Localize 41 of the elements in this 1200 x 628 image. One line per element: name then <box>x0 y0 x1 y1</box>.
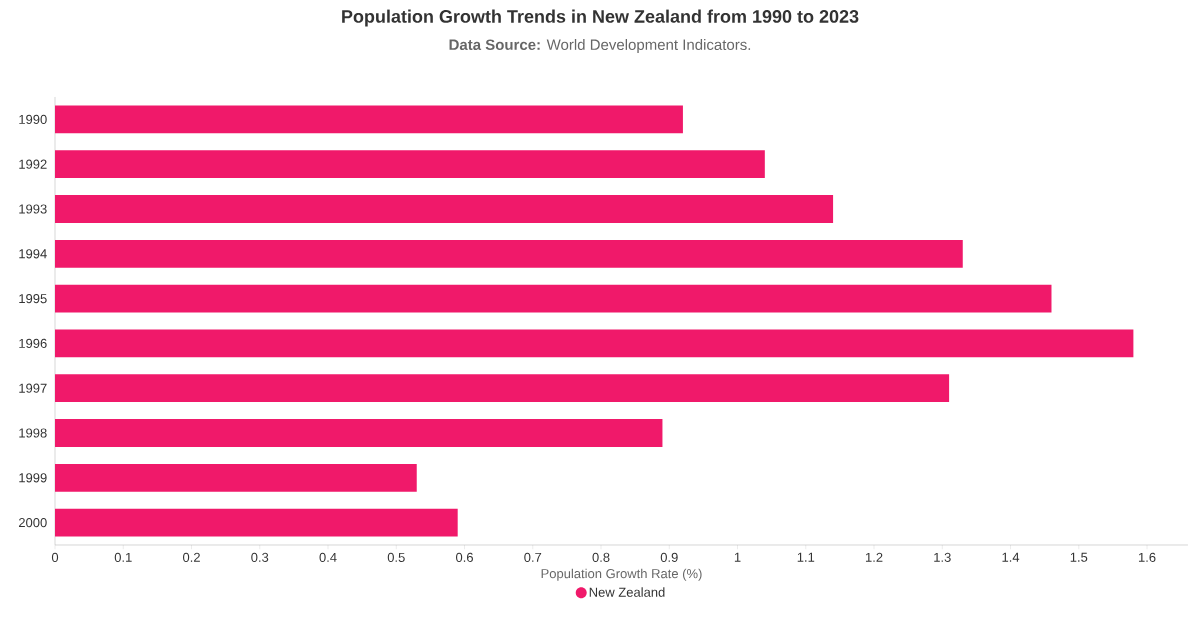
x-tick-label: 0.8 <box>592 552 610 562</box>
x-tick-label: 0.2 <box>182 552 200 562</box>
bar <box>55 195 834 223</box>
y-tick-label: 1992 <box>19 159 47 169</box>
bar <box>55 329 1134 358</box>
x-tick-label: 0.4 <box>319 552 337 562</box>
bar <box>55 284 1052 313</box>
x-tick-label: 0.9 <box>660 552 678 562</box>
x-tick-label: 0.5 <box>387 552 405 562</box>
y-tick-label: 1998 <box>19 428 47 438</box>
x-tick-label: 1.4 <box>1002 552 1020 562</box>
y-tick-label: 2000 <box>18 517 47 528</box>
bar <box>55 463 417 492</box>
x-tick-label: 0.6 <box>456 552 473 562</box>
y-tick-label: 1993 <box>19 204 47 214</box>
x-tick-label: 0.7 <box>524 552 542 562</box>
x-axis-title: Population Growth Rate (%) <box>541 568 702 581</box>
legend-label: New Zealand <box>589 587 665 597</box>
x-tick-label: 1.2 <box>865 552 883 562</box>
bar <box>55 419 663 447</box>
y-tick-label: 1994 <box>19 249 47 259</box>
y-tick-label: 1999 <box>19 473 47 483</box>
x-tick-label: 1.5 <box>1070 552 1088 562</box>
bar <box>55 508 458 537</box>
x-tick-label: 1.1 <box>797 552 815 562</box>
x-tick-label: 1.3 <box>934 552 951 562</box>
x-tick-label: 0.3 <box>251 552 269 562</box>
bar <box>55 150 765 179</box>
bar <box>55 239 963 268</box>
y-tick-label: 1990 <box>19 114 47 124</box>
bar <box>55 374 950 403</box>
y-tick-label: 1995 <box>19 293 47 304</box>
x-tick-label: 1 <box>734 552 741 562</box>
x-tick-label: 0 <box>51 552 59 562</box>
y-tick-label: 1997 <box>19 383 47 393</box>
y-tick-label: 1996 <box>19 338 47 348</box>
chart-subtitle: Data Source: World Development Indicators. <box>449 38 751 53</box>
x-tick-label: 0.1 <box>114 552 132 562</box>
chart-title: Population Growth Trends in New Zealand from 1990 to 2023 <box>342 9 859 27</box>
x-tick-label: 1.6 <box>1138 552 1156 562</box>
bar <box>55 105 683 134</box>
